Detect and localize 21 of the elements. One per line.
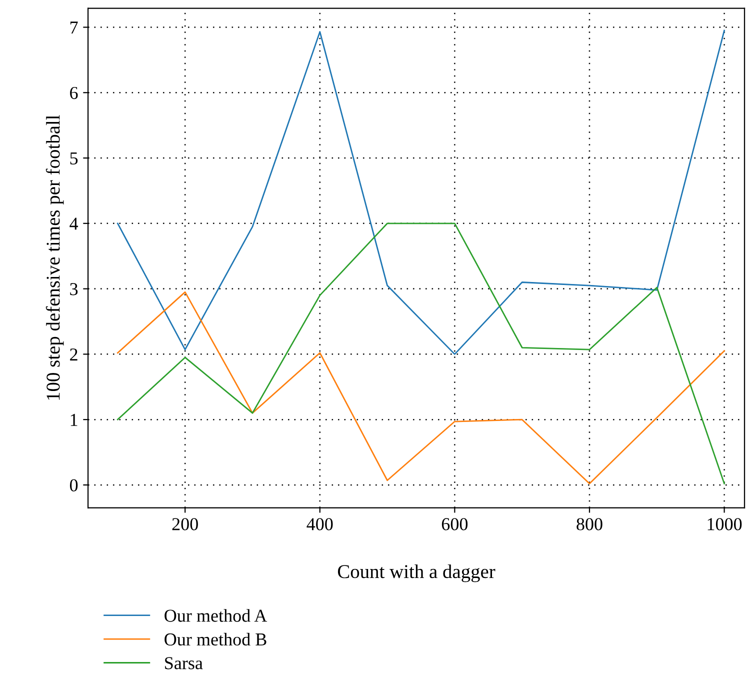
x-tick-label: 800 — [576, 518, 602, 530]
line-series — [116, 222, 725, 484]
y-tick-label: 4 — [70, 218, 78, 230]
x-tick-label: 400 — [306, 518, 333, 530]
y-axis-title: 100 step defensive times per football — [46, 115, 64, 400]
y-tick-label: 7 — [70, 22, 78, 34]
y-tick-label: 0 — [70, 479, 78, 492]
line-series — [116, 291, 725, 484]
legend-label: Our method B — [164, 632, 266, 646]
x-tick-label: 200 — [172, 518, 198, 530]
y-tick-label: 3 — [70, 283, 78, 296]
x-tick-label: 1000 — [708, 518, 742, 530]
y-tick-label: 1 — [70, 414, 78, 426]
y-tick-label: 2 — [70, 348, 78, 360]
y-tick-label: 5 — [70, 152, 78, 164]
x-axis-title: Count with a dagger — [338, 564, 496, 582]
legend-label: Sarsa — [165, 657, 203, 670]
line-series — [116, 30, 725, 355]
x-tick-label: 600 — [442, 518, 468, 530]
legend-label: Our method A — [164, 609, 268, 622]
y-tick-label: 6 — [70, 86, 78, 100]
